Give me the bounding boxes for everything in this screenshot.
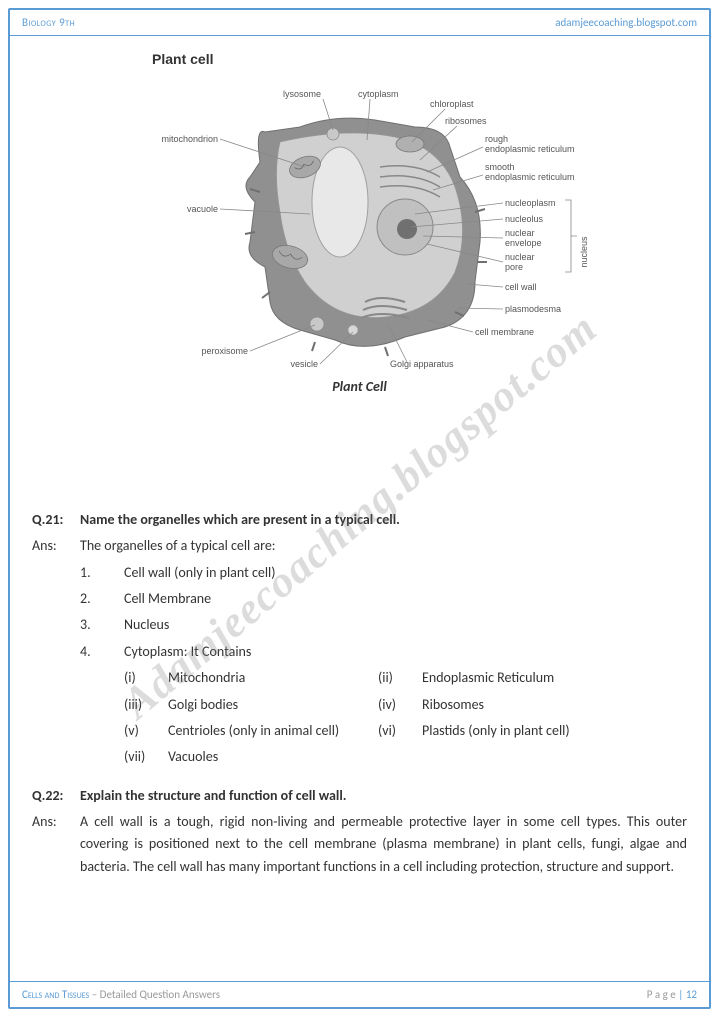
label-ribosomes: ribosomes: [445, 116, 487, 126]
q21-s1-t2: Endoplasmic Reticulum: [422, 667, 687, 689]
q21-s3-t2: Plastids (only in plant cell): [422, 720, 687, 742]
q21-s4-t1: Vacuoles: [168, 746, 378, 768]
q21-s4-t2: [422, 746, 687, 768]
label-peroxisome: peroxisome: [201, 346, 248, 356]
label-vesicle: vesicle: [290, 359, 318, 369]
label-ser-2: endoplasmic reticulum: [485, 172, 575, 182]
diagram-caption: Plant Cell: [32, 376, 687, 398]
q21-li3-t: Nucleus: [124, 614, 687, 636]
label-mitochondrion: mitochondrion: [161, 134, 218, 144]
nucleolus-shape: [397, 219, 417, 239]
q21-li4-n: 4.: [80, 641, 124, 663]
footer-page-num: 12: [686, 988, 697, 1001]
label-cellmembrane: cell membrane: [475, 327, 534, 337]
vesicle-shape: [348, 325, 358, 335]
q21-li2-n: 2.: [80, 588, 124, 610]
q21-s2-r2: (iv): [378, 694, 422, 716]
page-border: Biology 9th adamjeecoaching.blogspot.com…: [8, 8, 711, 1009]
label-rer-1: rough: [485, 134, 508, 144]
q21-number: Q.21:: [32, 509, 80, 531]
label-npore-2: pore: [505, 262, 523, 272]
q22-ans-label: Ans:: [32, 811, 80, 878]
header-url: adamjeecoaching.blogspot.com: [555, 16, 697, 29]
footer-chapter: Cells and Tissues: [22, 988, 89, 1001]
label-plasmodesma: plasmodesma: [505, 304, 561, 314]
content-area: Adamjeecoaching.blogspot.com Plant cell: [10, 36, 709, 981]
q21-s4-r1: (vii): [124, 746, 168, 768]
label-nucleus-bracket: nucleus: [579, 236, 589, 268]
q21-s1-t1: Mitochondria: [168, 667, 378, 689]
q21-s1-r1: (i): [124, 667, 168, 689]
q22-number: Q.22:: [32, 785, 80, 807]
chloroplast-shape: [396, 136, 424, 152]
q21-li4-t: Cytoplasm: It Contains: [124, 641, 687, 663]
q22-text: Explain the structure and function of ce…: [80, 785, 687, 807]
label-chloroplast: chloroplast: [430, 99, 474, 109]
q21-ans-label: Ans:: [32, 535, 80, 557]
footer-right: P a g e | 12: [647, 988, 697, 1001]
q21-s3-r1: (v): [124, 720, 168, 742]
header-subject: Biology 9th: [22, 16, 75, 29]
footer-sub: – Detailed Question Answers: [89, 988, 220, 1001]
label-golgi: Golgi apparatus: [390, 359, 454, 369]
footer-left: Cells and Tissues – Detailed Question An…: [22, 988, 220, 1001]
page-footer: Cells and Tissues – Detailed Question An…: [10, 981, 709, 1007]
q21-s2-t2: Ribosomes: [422, 694, 687, 716]
q21-li1-n: 1.: [80, 562, 124, 584]
q21-s4-r2: [378, 746, 422, 768]
label-lysosome: lysosome: [282, 89, 320, 99]
label-cytoplasm: cytoplasm: [358, 89, 399, 99]
q21-li1-t: Cell wall (only in plant cell): [124, 562, 687, 584]
diagram-heading: Plant cell: [152, 48, 687, 70]
question-21-block: Q.21: Name the organelles which are pres…: [32, 509, 687, 769]
diagram-container: Plant cell: [32, 48, 687, 399]
q21-text: Name the organelles which are present in…: [80, 509, 687, 531]
label-vacuole: vacuole: [186, 204, 217, 214]
label-nenv-2: envelope: [505, 238, 542, 248]
label-nenv-1: nuclear: [505, 228, 535, 238]
question-22-block: Q.22: Explain the structure and function…: [32, 785, 687, 879]
q21-s2-t1: Golgi bodies: [168, 694, 378, 716]
q21-s3-t1: Centrioles (only in animal cell): [168, 720, 378, 742]
q21-li3-n: 3.: [80, 614, 124, 636]
label-nucleolus: nucleolus: [505, 214, 544, 224]
q21-s2-r1: (iii): [124, 694, 168, 716]
footer-bar: |: [678, 988, 686, 1001]
q21-s3-r2: (vi): [378, 720, 422, 742]
label-cellwall: cell wall: [505, 282, 537, 292]
page-header: Biology 9th adamjeecoaching.blogspot.com: [10, 10, 709, 36]
peroxisome-shape: [310, 317, 324, 331]
q22-ans-text: A cell wall is a tough, rigid non-living…: [80, 811, 687, 878]
q21-ans-intro: The organelles of a typical cell are:: [80, 535, 687, 557]
label-npore-1: nuclear: [505, 252, 535, 262]
footer-page-label: P a g e: [647, 988, 679, 1001]
label-rer-2: endoplasmic reticulum: [485, 144, 575, 154]
q21-li2-t: Cell Membrane: [124, 588, 687, 610]
plant-cell-diagram: mitochondrion vacuole peroxisome vesicle…: [105, 72, 615, 372]
label-nucleoplasm: nucleoplasm: [505, 198, 556, 208]
page: Biology 9th adamjeecoaching.blogspot.com…: [0, 0, 719, 1017]
label-ser-1: smooth: [485, 162, 515, 172]
q21-s1-r2: (ii): [378, 667, 422, 689]
